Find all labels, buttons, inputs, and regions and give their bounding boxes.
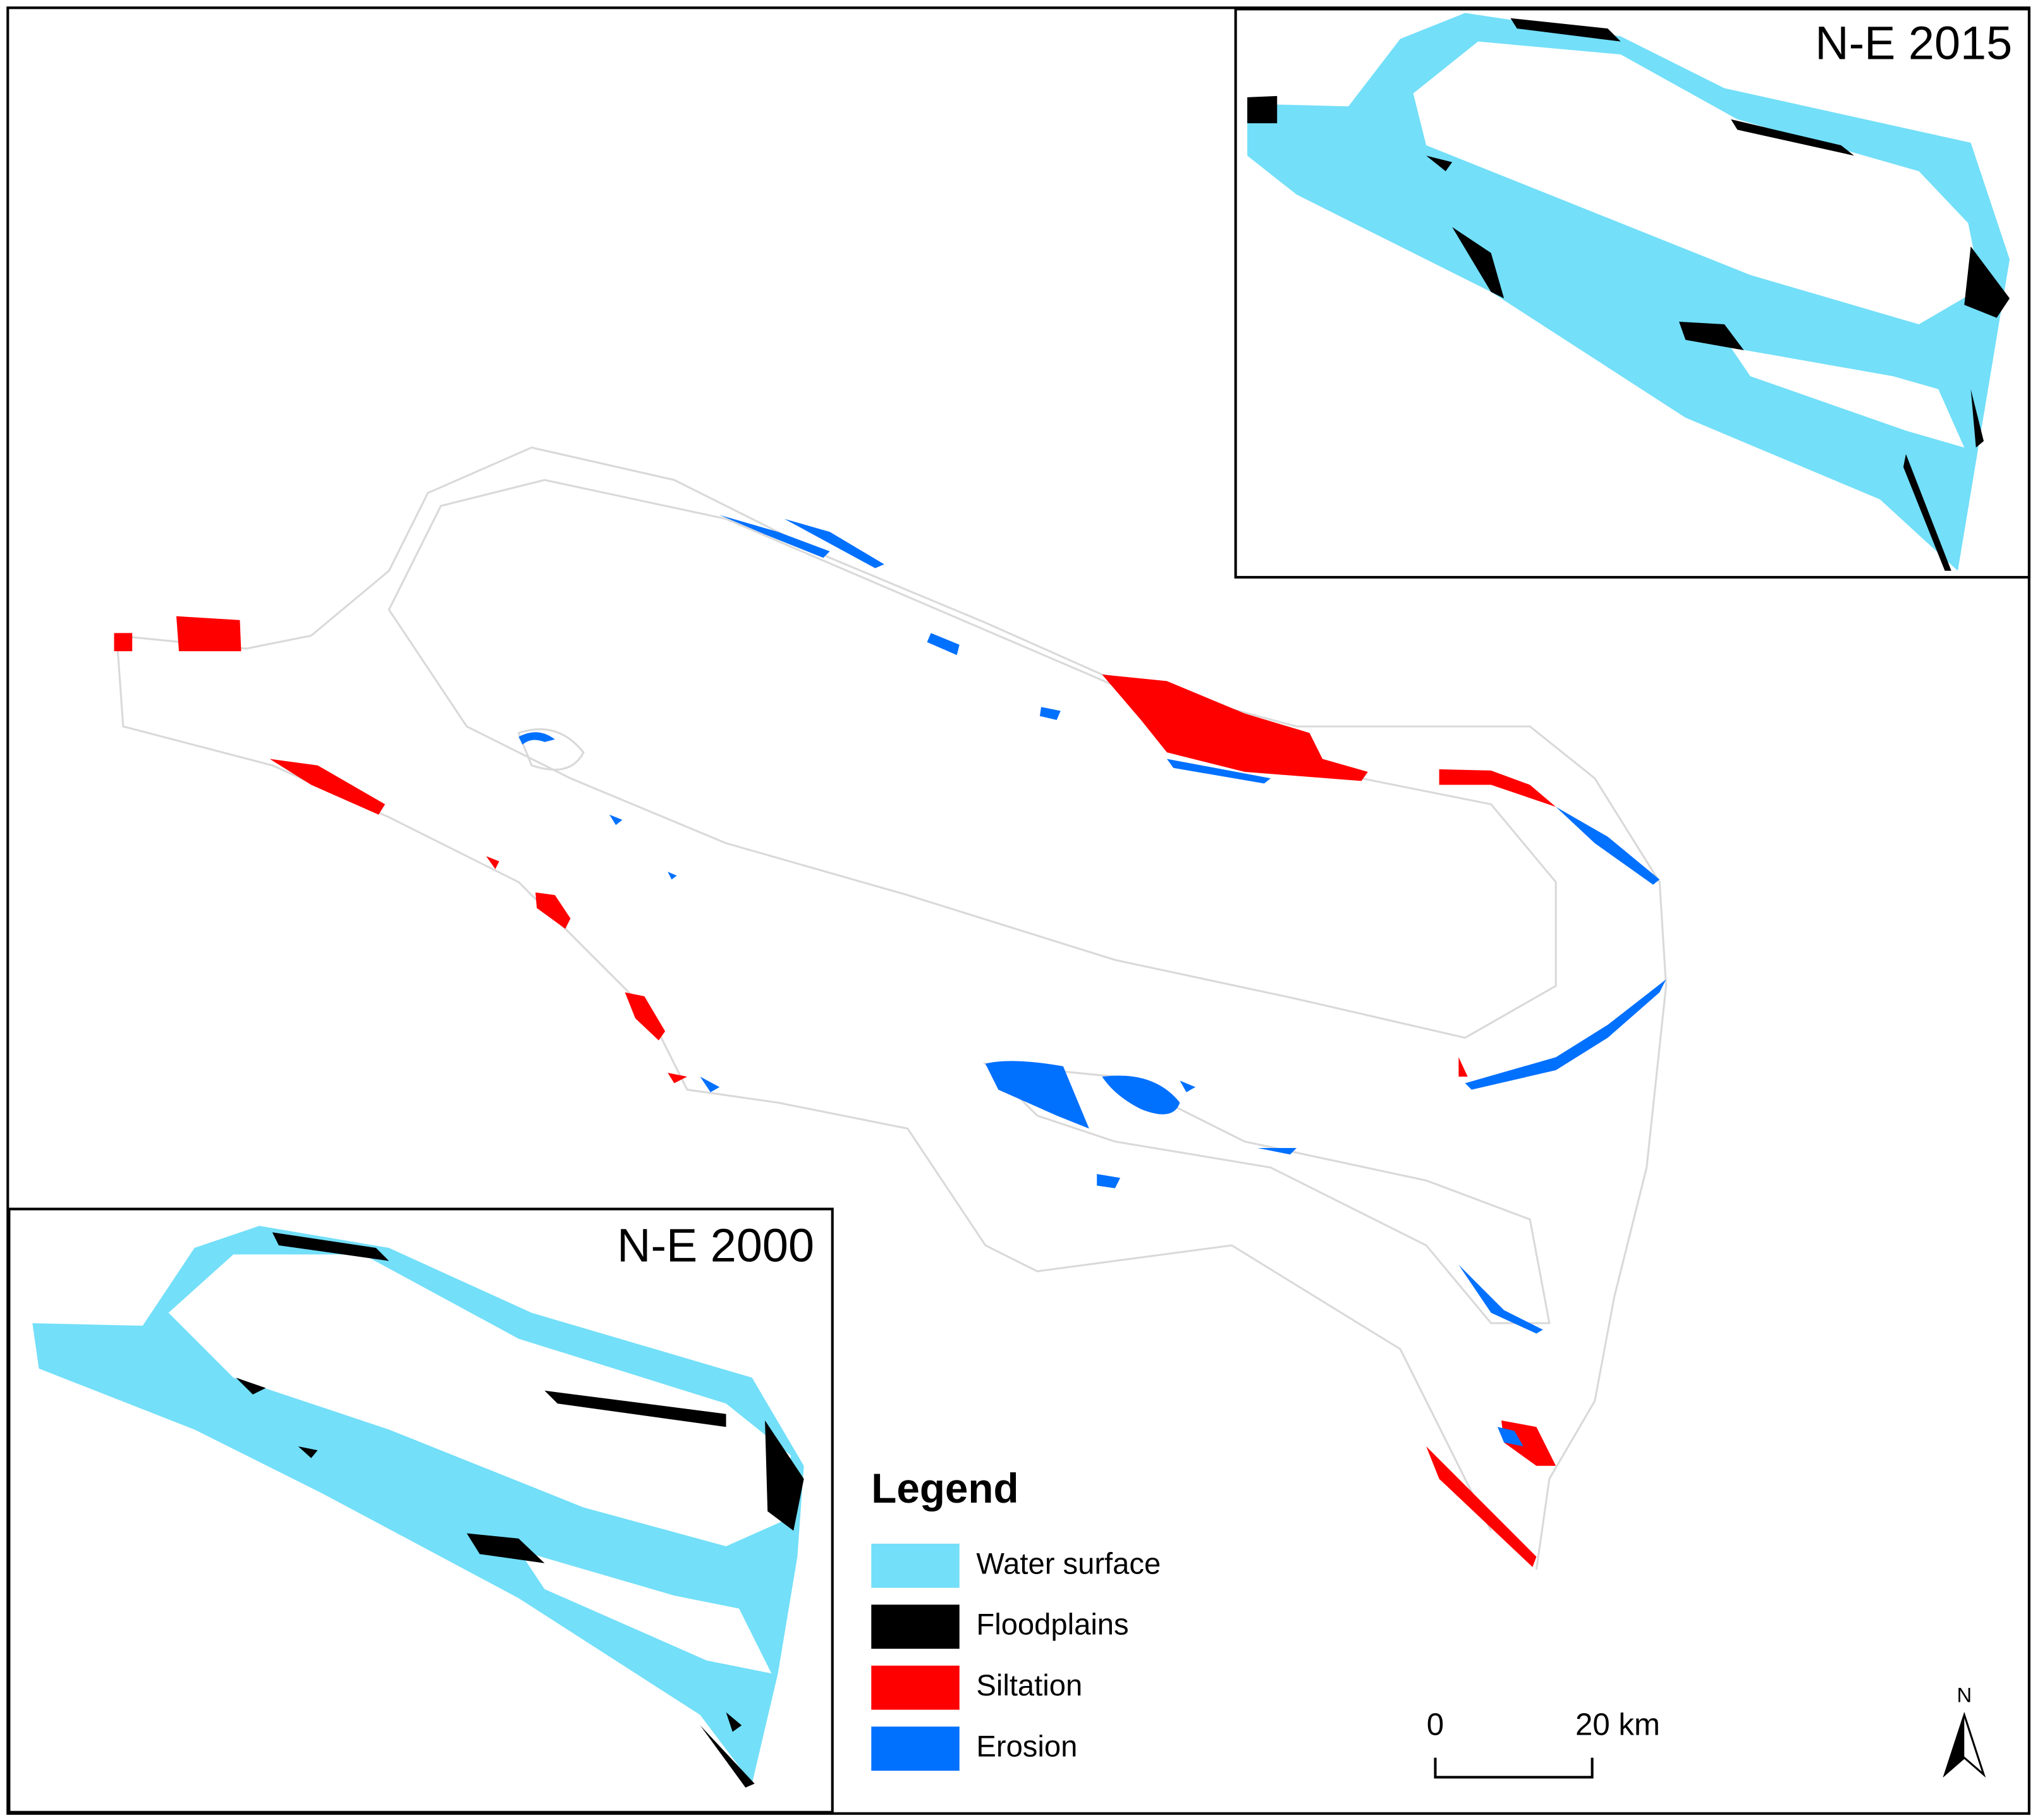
legend-swatch (871, 1543, 960, 1588)
island (1731, 347, 1965, 448)
island-outline (517, 728, 585, 771)
island (168, 1254, 791, 1547)
inset-label: N-E 2000 (617, 1219, 814, 1272)
scale-label: 20 km (1575, 1707, 1660, 1742)
scale-line (1434, 1757, 1594, 1779)
inset-2000: N-E 2000 (8, 1207, 834, 1814)
legend-swatch (871, 1665, 960, 1710)
island-outline (388, 479, 1557, 1039)
scale-bar (1434, 1757, 1594, 1779)
legend-swatch (871, 1604, 960, 1649)
inset-2015: N-E 2015 (1234, 8, 2030, 579)
scale-label: 0 (1427, 1707, 1444, 1742)
legend-label: Water surface (976, 1546, 1161, 1580)
inset-label: N-E 2015 (1815, 16, 2012, 69)
legend: Legend Water surface Floodplains Siltation… (871, 1465, 1161, 1771)
north-label: N (1957, 1683, 1972, 1707)
legend-label: Floodplains (976, 1608, 1128, 1641)
legend-title: Legend (871, 1465, 1018, 1512)
legend-swatch (871, 1726, 960, 1771)
legend-label: Siltation (976, 1668, 1082, 1702)
island (518, 1550, 772, 1674)
island (1413, 41, 1981, 325)
legend-label: Erosion (976, 1730, 1077, 1763)
